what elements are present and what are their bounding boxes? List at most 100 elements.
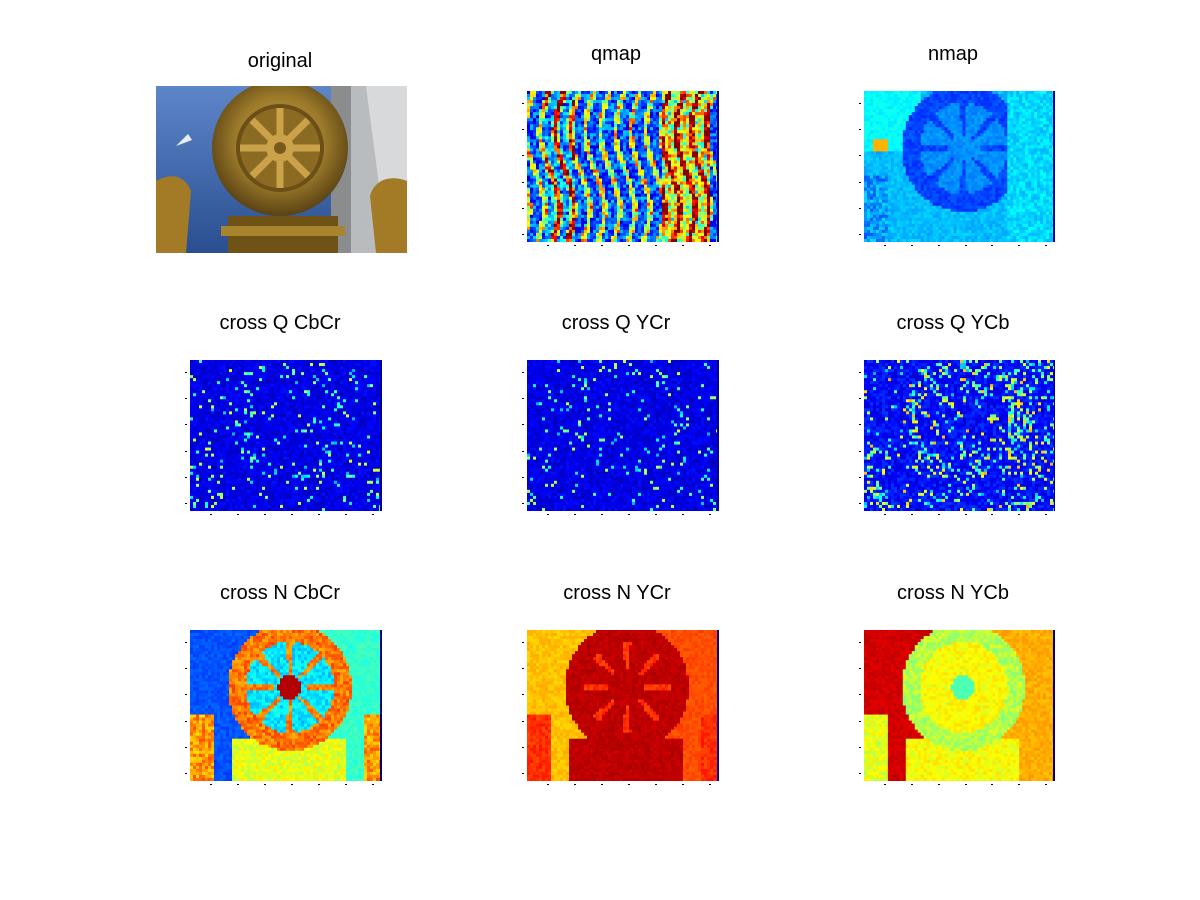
- axis-tick: [522, 746, 524, 748]
- panel-title-cross-n-ycb: cross N YCb: [897, 582, 1009, 605]
- axis-tick: [522, 129, 524, 131]
- axis-tick: [547, 245, 549, 246]
- axis-tick: [522, 450, 524, 452]
- axis-tick: [237, 514, 239, 515]
- axis-tick: [185, 372, 187, 373]
- axis-tick: [884, 784, 886, 785]
- axis-tick: [682, 245, 684, 246]
- axis-tick: [522, 155, 524, 157]
- axis-tick: [859, 234, 861, 235]
- axis-tick: [547, 514, 549, 515]
- axis-tick: [185, 668, 187, 670]
- axis-tick: [682, 514, 684, 515]
- axis-tick: [210, 514, 212, 515]
- cross-n-cbcr-image: [190, 630, 382, 781]
- axis-tick: [318, 514, 320, 515]
- axis-tick: [522, 476, 524, 478]
- panel-title-nmap: nmap: [928, 43, 978, 66]
- panel-title-qmap: qmap: [591, 43, 641, 66]
- axis-tick: [372, 514, 374, 515]
- axis-tick: [185, 642, 187, 643]
- cross-n-ycb-image: [864, 630, 1055, 781]
- axis-tick: [655, 514, 657, 515]
- axis-tick: [210, 784, 212, 785]
- axis-tick: [522, 103, 524, 104]
- axis-tick: [185, 773, 187, 774]
- axis-tick: [522, 668, 524, 670]
- axis-tick: [991, 514, 994, 515]
- axis-tick: [345, 514, 347, 515]
- axis-tick: [291, 784, 293, 785]
- axis-tick: [859, 746, 861, 748]
- axis-tick: [185, 398, 187, 400]
- axis-tick: [522, 234, 524, 235]
- axis-tick: [682, 784, 684, 785]
- axis-tick: [522, 398, 524, 400]
- panel-title-original: original: [248, 50, 312, 73]
- axis-tick: [859, 450, 861, 452]
- panel-title-cross-q-cbcr: cross Q CbCr: [219, 312, 340, 335]
- axis-tick: [185, 746, 187, 748]
- axis-tick: [859, 476, 861, 478]
- axis-tick: [859, 720, 861, 722]
- axis-tick: [859, 155, 861, 157]
- axis-tick: [709, 245, 711, 246]
- axis-tick: [522, 720, 524, 722]
- axis-tick: [522, 773, 524, 774]
- axis-tick: [964, 784, 967, 785]
- axis-tick: [185, 476, 187, 478]
- axis-tick: [318, 784, 320, 785]
- panel-title-cross-q-ycr: cross Q YCr: [562, 312, 671, 335]
- axis-tick: [185, 450, 187, 452]
- cross-q-ycb-image: [864, 360, 1055, 511]
- axis-tick: [522, 424, 524, 426]
- axis-tick: [601, 784, 603, 785]
- axis-tick: [522, 372, 524, 373]
- axis-tick: [937, 245, 940, 246]
- axis-tick: [345, 784, 347, 785]
- axis-tick: [991, 784, 994, 785]
- axis-tick: [709, 784, 711, 785]
- axis-tick: [884, 514, 886, 515]
- axis-tick: [185, 503, 187, 504]
- axis-tick: [185, 694, 187, 696]
- axis-tick: [910, 245, 913, 246]
- axis-tick: [859, 372, 861, 373]
- cross-q-cbcr-image: [190, 360, 382, 511]
- axis-tick: [709, 514, 711, 515]
- axis-tick: [964, 514, 967, 515]
- cross-n-ycr-image: [527, 630, 719, 781]
- panel-title-cross-n-ycr: cross N YCr: [563, 582, 670, 605]
- axis-tick: [291, 514, 293, 515]
- axis-tick: [1018, 784, 1021, 785]
- cross-q-ycr-image: [527, 360, 719, 511]
- axis-tick: [574, 245, 576, 246]
- panel-title-cross-n-cbcr: cross N CbCr: [220, 582, 340, 605]
- axis-tick: [574, 784, 576, 785]
- axis-tick: [991, 245, 994, 246]
- axis-tick: [372, 784, 374, 785]
- axis-tick: [628, 245, 630, 246]
- axis-tick: [601, 245, 603, 246]
- axis-tick: [185, 720, 187, 722]
- axis-tick: [655, 784, 657, 785]
- axis-tick: [859, 207, 861, 209]
- axis-tick: [264, 784, 266, 785]
- axis-tick: [859, 773, 861, 774]
- axis-tick: [937, 784, 940, 785]
- axis-tick: [655, 245, 657, 246]
- axis-tick: [859, 694, 861, 696]
- axis-tick: [601, 514, 603, 515]
- nmap-image: [864, 91, 1055, 242]
- axis-tick: [859, 181, 861, 183]
- axis-tick: [910, 514, 913, 515]
- axis-tick: [859, 642, 861, 643]
- axis-tick: [522, 503, 524, 504]
- axis-tick: [522, 642, 524, 643]
- axis-tick: [859, 503, 861, 504]
- axis-tick: [237, 784, 239, 785]
- axis-tick: [859, 103, 861, 104]
- panel-title-cross-q-ycb: cross Q YCb: [897, 312, 1010, 335]
- original-photo: [156, 86, 407, 253]
- qmap-image: [527, 91, 719, 242]
